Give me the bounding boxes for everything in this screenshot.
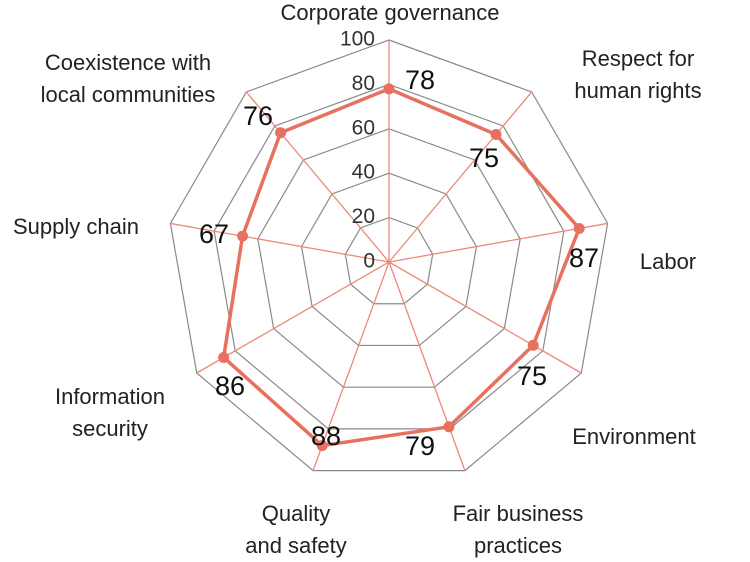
data-point bbox=[275, 127, 287, 139]
grid-ring bbox=[257, 128, 521, 388]
r-tick-label: 40 bbox=[352, 161, 375, 184]
spoke bbox=[388, 222, 608, 263]
value-label: 86 bbox=[215, 371, 245, 401]
spoke bbox=[388, 261, 466, 471]
spoke bbox=[388, 261, 582, 374]
data-point bbox=[573, 222, 585, 234]
grid-ring bbox=[169, 39, 609, 472]
data-point bbox=[316, 440, 328, 452]
category-label: Coexistence with local communities bbox=[41, 50, 216, 107]
spoke bbox=[388, 91, 533, 263]
value-label: 87 bbox=[569, 243, 599, 273]
category-label: Quality and safety bbox=[245, 501, 347, 558]
data-point bbox=[443, 421, 455, 433]
category-label: Environment bbox=[572, 424, 696, 449]
data-point bbox=[527, 339, 539, 351]
category-label: Fair business practices bbox=[453, 501, 584, 558]
r-tick-label: 20 bbox=[352, 205, 375, 228]
r-tick-label: 0 bbox=[363, 250, 375, 273]
spoke bbox=[312, 261, 390, 471]
value-label: 76 bbox=[243, 101, 273, 131]
data-point bbox=[383, 83, 395, 95]
category-label: Corporate governance bbox=[281, 0, 500, 25]
grid-ring bbox=[344, 216, 434, 305]
r-tick-label: 100 bbox=[340, 28, 375, 51]
data-point bbox=[237, 230, 249, 242]
spoke bbox=[170, 222, 390, 263]
value-label: 75 bbox=[517, 361, 547, 391]
data-point bbox=[218, 351, 230, 363]
category-label: Information security bbox=[55, 384, 165, 441]
category-label: Respect for human rights bbox=[574, 46, 701, 103]
value-label: 88 bbox=[311, 421, 341, 451]
category-label: Supply chain bbox=[13, 214, 139, 239]
spoke bbox=[196, 261, 390, 374]
spoke bbox=[245, 91, 390, 263]
value-label: 75 bbox=[469, 143, 499, 173]
value-label: 79 bbox=[405, 431, 435, 461]
grid-ring bbox=[300, 172, 478, 347]
data-point bbox=[490, 128, 502, 140]
r-tick-label: 60 bbox=[352, 116, 375, 139]
r-tick-label: 80 bbox=[352, 72, 375, 95]
series-line bbox=[221, 87, 581, 448]
value-label: 78 bbox=[405, 65, 435, 95]
value-label: 67 bbox=[199, 219, 229, 249]
category-label: Labor bbox=[640, 249, 696, 274]
